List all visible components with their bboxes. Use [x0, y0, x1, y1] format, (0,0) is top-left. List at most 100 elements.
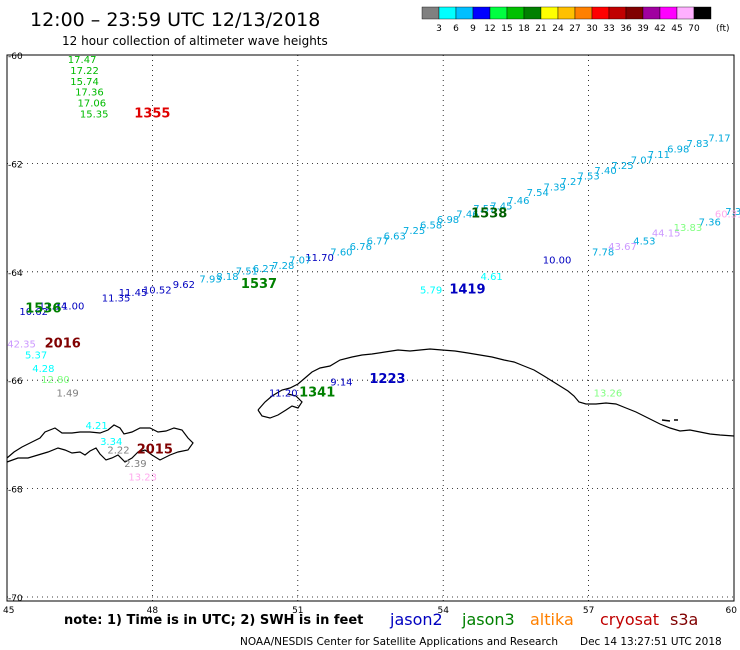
- swh-value: 17.36: [75, 88, 104, 99]
- scale-tick-label: 39: [637, 24, 649, 34]
- lat-tick-label: -70: [8, 594, 23, 604]
- scale-swatch: [557, 6, 576, 20]
- swh-value: 2.22: [107, 445, 129, 456]
- swh-value: 60.31: [715, 210, 740, 221]
- swh-value: 9.62: [173, 280, 195, 291]
- swh-value: 7.46: [507, 196, 529, 207]
- swh-value: 7.54: [527, 188, 549, 199]
- swh-value: 11.45: [119, 288, 148, 299]
- lon-tick-label: 60: [726, 606, 738, 616]
- scale-tick-label: 12: [484, 24, 495, 34]
- swh-value: 7.07: [631, 155, 653, 166]
- scale-unit-label: (ft): [716, 24, 730, 34]
- lon-tick-label: 54: [437, 606, 449, 616]
- swh-value: 10.00: [543, 256, 572, 267]
- coastline-main: [6, 424, 194, 463]
- legend-altika: altika: [530, 610, 574, 629]
- scale-tick-label: 36: [620, 24, 632, 34]
- swh-value: 8.18: [216, 272, 238, 283]
- swh-value: 7.93: [199, 275, 221, 286]
- swh-value: 6.58: [420, 220, 442, 231]
- lon-tick-label: 45: [3, 606, 14, 616]
- scale-swatch: [608, 6, 627, 20]
- swh-value: 13.83: [674, 223, 703, 234]
- swh-value: 43.67: [608, 242, 637, 253]
- map-subtitle: 12 hour collection of altimeter wave hei…: [62, 34, 328, 48]
- scale-swatch: [489, 6, 508, 20]
- swh-value: 7.83: [687, 139, 709, 150]
- swh-value: 7.25: [403, 226, 425, 237]
- swh-value: 7.51: [236, 267, 258, 278]
- swh-value: 7.53: [577, 172, 599, 183]
- swh-value: 17.22: [70, 66, 99, 77]
- legend-cryosat: cryosat: [600, 610, 659, 629]
- swh-value: 4.53: [633, 237, 655, 248]
- swh-value: 5.79: [420, 285, 442, 296]
- island-small: [661, 419, 678, 422]
- pass-time-label: 2015: [137, 442, 173, 457]
- pass-time-label: 1537: [241, 277, 277, 292]
- swh-value: 7.57: [473, 204, 495, 215]
- coastline-bay: [257, 393, 303, 419]
- lat-tick-label: -66: [8, 377, 23, 387]
- swh-value: 17.06: [77, 98, 106, 109]
- swh-value: 7.07: [289, 256, 311, 267]
- pass-time-label: 1419: [449, 282, 485, 297]
- swh-value: 11.20: [269, 388, 298, 399]
- swh-value: 7.28: [272, 261, 294, 272]
- swh-value: 6.63: [384, 231, 406, 242]
- swh-value: 7.27: [561, 177, 583, 188]
- swh-value: 13.26: [594, 388, 623, 399]
- scale-swatch: [455, 6, 474, 20]
- swh-value: 12.80: [41, 375, 70, 386]
- swh-value: 7.40: [594, 166, 616, 177]
- scale-swatch: [693, 6, 712, 20]
- swh-value: 7.45: [490, 201, 512, 212]
- lon-axis: 45 48 51 54 57 60: [3, 606, 737, 616]
- scale-swatch: [421, 6, 440, 20]
- map-frame: [6, 54, 735, 602]
- legend-jason3: jason3: [461, 610, 515, 629]
- pass-time-labels: 1355 1538 1537 1536 1419 2016 1341 1223 2015: [25, 106, 507, 457]
- pass-time-label: 1536: [25, 301, 61, 316]
- scale-swatch: [540, 6, 559, 20]
- scale-tick-label: 3: [436, 24, 442, 34]
- swh-value: 6.77: [367, 237, 389, 248]
- swh-value: 9.14: [330, 378, 352, 389]
- pass-time-label: 1355: [134, 106, 170, 121]
- lat-axis: -60 -62 -64 -66 -68 -70: [8, 52, 23, 604]
- swh-value: 4.28: [32, 364, 54, 375]
- scale-swatch: [438, 6, 457, 20]
- scale-tick-label: 45: [671, 24, 682, 34]
- swh-value: 6.76: [350, 242, 372, 253]
- scale-tick-label: 30: [586, 24, 598, 34]
- scale-tick-label: 6: [453, 24, 459, 34]
- scale-tick-label: 27: [569, 24, 580, 34]
- legend-s3a: s3a: [670, 610, 698, 629]
- swh-value: 7.31: [725, 207, 740, 218]
- scale-tick-label: 18: [518, 24, 530, 34]
- footer-credit: NOAA/NESDIS Center for Satellite Applica…: [240, 636, 558, 648]
- swh-value: 5.37: [25, 351, 47, 362]
- pass-time-label: 1538: [471, 207, 507, 222]
- swh-value: 6.98: [667, 145, 689, 156]
- scale-swatch: [659, 6, 678, 20]
- scale-swatch: [625, 6, 644, 20]
- satellite-legend: jason2 jason3 altika cryosat s3a: [389, 610, 698, 629]
- scale-tick-label: 42: [654, 24, 665, 34]
- footer-timestamp: Dec 14 13:27:51 UTC 2018: [580, 636, 722, 648]
- scale-tick-label: 21: [535, 24, 546, 34]
- scale-swatch: [574, 6, 593, 20]
- swh-value: 7.78: [592, 248, 614, 259]
- scale-swatch: [591, 6, 610, 20]
- map-title: 12:00 – 23:59 UTC 12/13/2018: [30, 9, 320, 31]
- swh-value: 7.17: [708, 134, 730, 145]
- swh-value: 6.98: [437, 215, 459, 226]
- swh-value: 7.60: [330, 248, 352, 259]
- swh-value: 4.61: [481, 272, 503, 283]
- antarctic-coastline: [6, 348, 735, 463]
- lat-tick-label: -60: [8, 52, 23, 62]
- legend-jason2: jason2: [389, 610, 443, 629]
- scale-swatch: [642, 6, 661, 20]
